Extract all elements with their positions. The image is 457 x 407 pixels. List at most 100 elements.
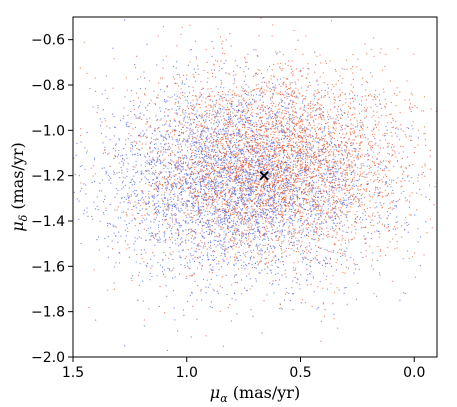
scatter-point [179, 151, 181, 153]
scatter-point [248, 157, 250, 159]
scatter-point [208, 204, 210, 206]
scatter-point [213, 255, 215, 257]
scatter-point [260, 94, 262, 96]
scatter-point [229, 118, 231, 120]
scatter-point [186, 116, 188, 118]
scatter-point [288, 179, 290, 181]
scatter-point [147, 162, 149, 164]
scatter-point [345, 214, 347, 216]
scatter-point [272, 211, 274, 213]
scatter-point [316, 79, 318, 81]
scatter-point [384, 106, 386, 108]
scatter-point [263, 300, 265, 302]
scatter-point [281, 180, 283, 182]
scatter-point [270, 107, 272, 109]
scatter-point [208, 258, 210, 260]
scatter-point [122, 162, 124, 164]
scatter-point [227, 151, 229, 153]
scatter-point [162, 140, 164, 142]
scatter-point [333, 131, 335, 133]
scatter-point [426, 232, 428, 234]
scatter-point [317, 89, 319, 91]
scatter-point [315, 130, 317, 132]
scatter-point [343, 203, 345, 205]
scatter-point [192, 204, 194, 206]
scatter-point [215, 76, 217, 78]
scatter-point [196, 117, 198, 119]
scatter-point [158, 239, 160, 241]
scatter-point [343, 112, 345, 114]
scatter-point [269, 113, 271, 115]
scatter-point [335, 70, 337, 72]
scatter-point [220, 218, 222, 220]
scatter-point [325, 172, 327, 174]
scatter-point [217, 166, 219, 168]
scatter-point [320, 223, 322, 225]
scatter-point [229, 156, 231, 158]
scatter-point [116, 156, 118, 158]
scatter-point [296, 195, 298, 197]
scatter-point [270, 216, 272, 218]
scatter-point [236, 135, 238, 137]
scatter-point [224, 236, 226, 238]
scatter-point [403, 151, 405, 153]
scatter-point [160, 150, 162, 152]
scatter-point [145, 208, 147, 210]
scatter-point [266, 185, 268, 187]
scatter-point [189, 261, 191, 263]
scatter-point [272, 125, 274, 127]
scatter-point [244, 222, 246, 224]
scatter-point [79, 190, 81, 192]
scatter-point [360, 167, 362, 169]
scatter-point [113, 172, 115, 174]
scatter-point [246, 289, 248, 291]
scatter-point [242, 202, 244, 204]
scatter-point [323, 303, 325, 305]
scatter-point [347, 166, 349, 168]
scatter-point [190, 104, 192, 106]
scatter-point [261, 216, 263, 218]
scatter-point [253, 180, 255, 182]
scatter-point [266, 159, 268, 161]
scatter-point [266, 248, 268, 250]
scatter-point [193, 133, 195, 135]
scatter-point [254, 267, 256, 269]
scatter-point [264, 147, 266, 149]
scatter-point [258, 152, 260, 154]
scatter-points [73, 17, 437, 351]
scatter-point [179, 164, 181, 166]
scatter-point [165, 182, 167, 184]
scatter-point [223, 231, 225, 233]
scatter-point [246, 158, 248, 160]
scatter-point [190, 219, 192, 221]
scatter-point [224, 213, 226, 215]
scatter-point [282, 105, 284, 107]
scatter-point [346, 68, 348, 70]
scatter-point [316, 250, 318, 252]
scatter-point [301, 217, 303, 219]
scatter-point [223, 220, 225, 222]
scatter-point [341, 203, 343, 205]
scatter-point [232, 233, 234, 235]
scatter-point [290, 150, 292, 152]
scatter-point [177, 178, 179, 180]
scatter-point [223, 260, 225, 262]
scatter-point [252, 238, 254, 240]
scatter-point [150, 185, 152, 187]
scatter-point [147, 121, 149, 123]
scatter-point [266, 294, 268, 296]
scatter-point [315, 206, 317, 208]
scatter-point [215, 257, 217, 259]
scatter-point [345, 216, 347, 218]
scatter-point [141, 190, 143, 192]
scatter-point [377, 153, 379, 155]
scatter-point [154, 174, 156, 176]
scatter-point [197, 173, 199, 175]
scatter-point [260, 195, 262, 197]
scatter-point [264, 268, 266, 270]
scatter-point [180, 207, 182, 209]
scatter-point [368, 194, 370, 196]
scatter-point [275, 280, 277, 282]
scatter-point [174, 184, 176, 186]
scatter-point [273, 211, 275, 213]
